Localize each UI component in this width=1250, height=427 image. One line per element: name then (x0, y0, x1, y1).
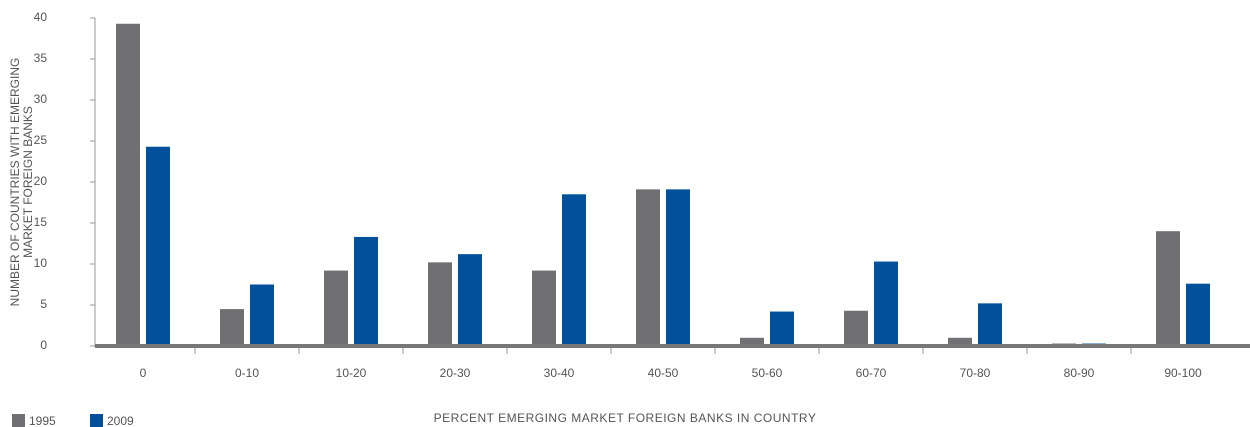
bar (220, 309, 244, 346)
bar (250, 284, 274, 346)
x-tick-label: 60-70 (856, 366, 887, 380)
y-tick-label: 35 (34, 51, 48, 65)
x-tick-label: 90-100 (1164, 366, 1202, 380)
y-tick-label: 40 (34, 10, 48, 24)
y-axis-label: MARKET FOREIGN BANKS (21, 106, 35, 258)
y-tick-label: 10 (34, 256, 48, 270)
bar (844, 310, 868, 346)
y-tick-label: 30 (34, 92, 48, 106)
x-tick-label: 0-10 (235, 366, 259, 380)
y-tick-label: 25 (34, 133, 48, 147)
legend-swatch (12, 414, 25, 427)
x-tick-label: 70-80 (960, 366, 991, 380)
bar (1186, 283, 1210, 346)
x-axis (95, 344, 1250, 348)
bar (874, 261, 898, 346)
bar (666, 189, 690, 346)
legend-swatch (90, 414, 103, 427)
bar (532, 270, 556, 346)
legend-label: 1995 (29, 414, 56, 427)
y-axis-label: NUMBER OF COUNTRIES WITH EMERGING (8, 58, 22, 307)
y-tick-label: 0 (40, 338, 47, 352)
x-tick-label: 10-20 (336, 366, 367, 380)
x-tick-label: 40-50 (648, 366, 679, 380)
legend-label: 2009 (107, 414, 134, 427)
bar (354, 236, 378, 346)
y-tick-label: 20 (34, 174, 48, 188)
bar (116, 23, 140, 347)
bar (458, 254, 482, 346)
y-tick-label: 5 (40, 297, 47, 311)
x-tick-label: 20-30 (440, 366, 471, 380)
x-tick-label: 50-60 (752, 366, 783, 380)
x-axis-label: PERCENT EMERGING MARKET FOREIGN BANKS IN… (434, 411, 817, 425)
bar (636, 189, 660, 346)
bar (562, 194, 586, 346)
bar (740, 337, 764, 346)
bar (324, 270, 348, 346)
bar (978, 303, 1002, 346)
x-tick-label: 80-90 (1064, 366, 1095, 380)
y-tick-label: 15 (34, 215, 48, 229)
bar (948, 337, 972, 346)
bar (428, 262, 452, 346)
x-tick-label: 0 (140, 366, 147, 380)
bar (1156, 231, 1180, 346)
x-tick-label: 30-40 (544, 366, 575, 380)
bar (146, 146, 170, 346)
bar (770, 311, 794, 346)
